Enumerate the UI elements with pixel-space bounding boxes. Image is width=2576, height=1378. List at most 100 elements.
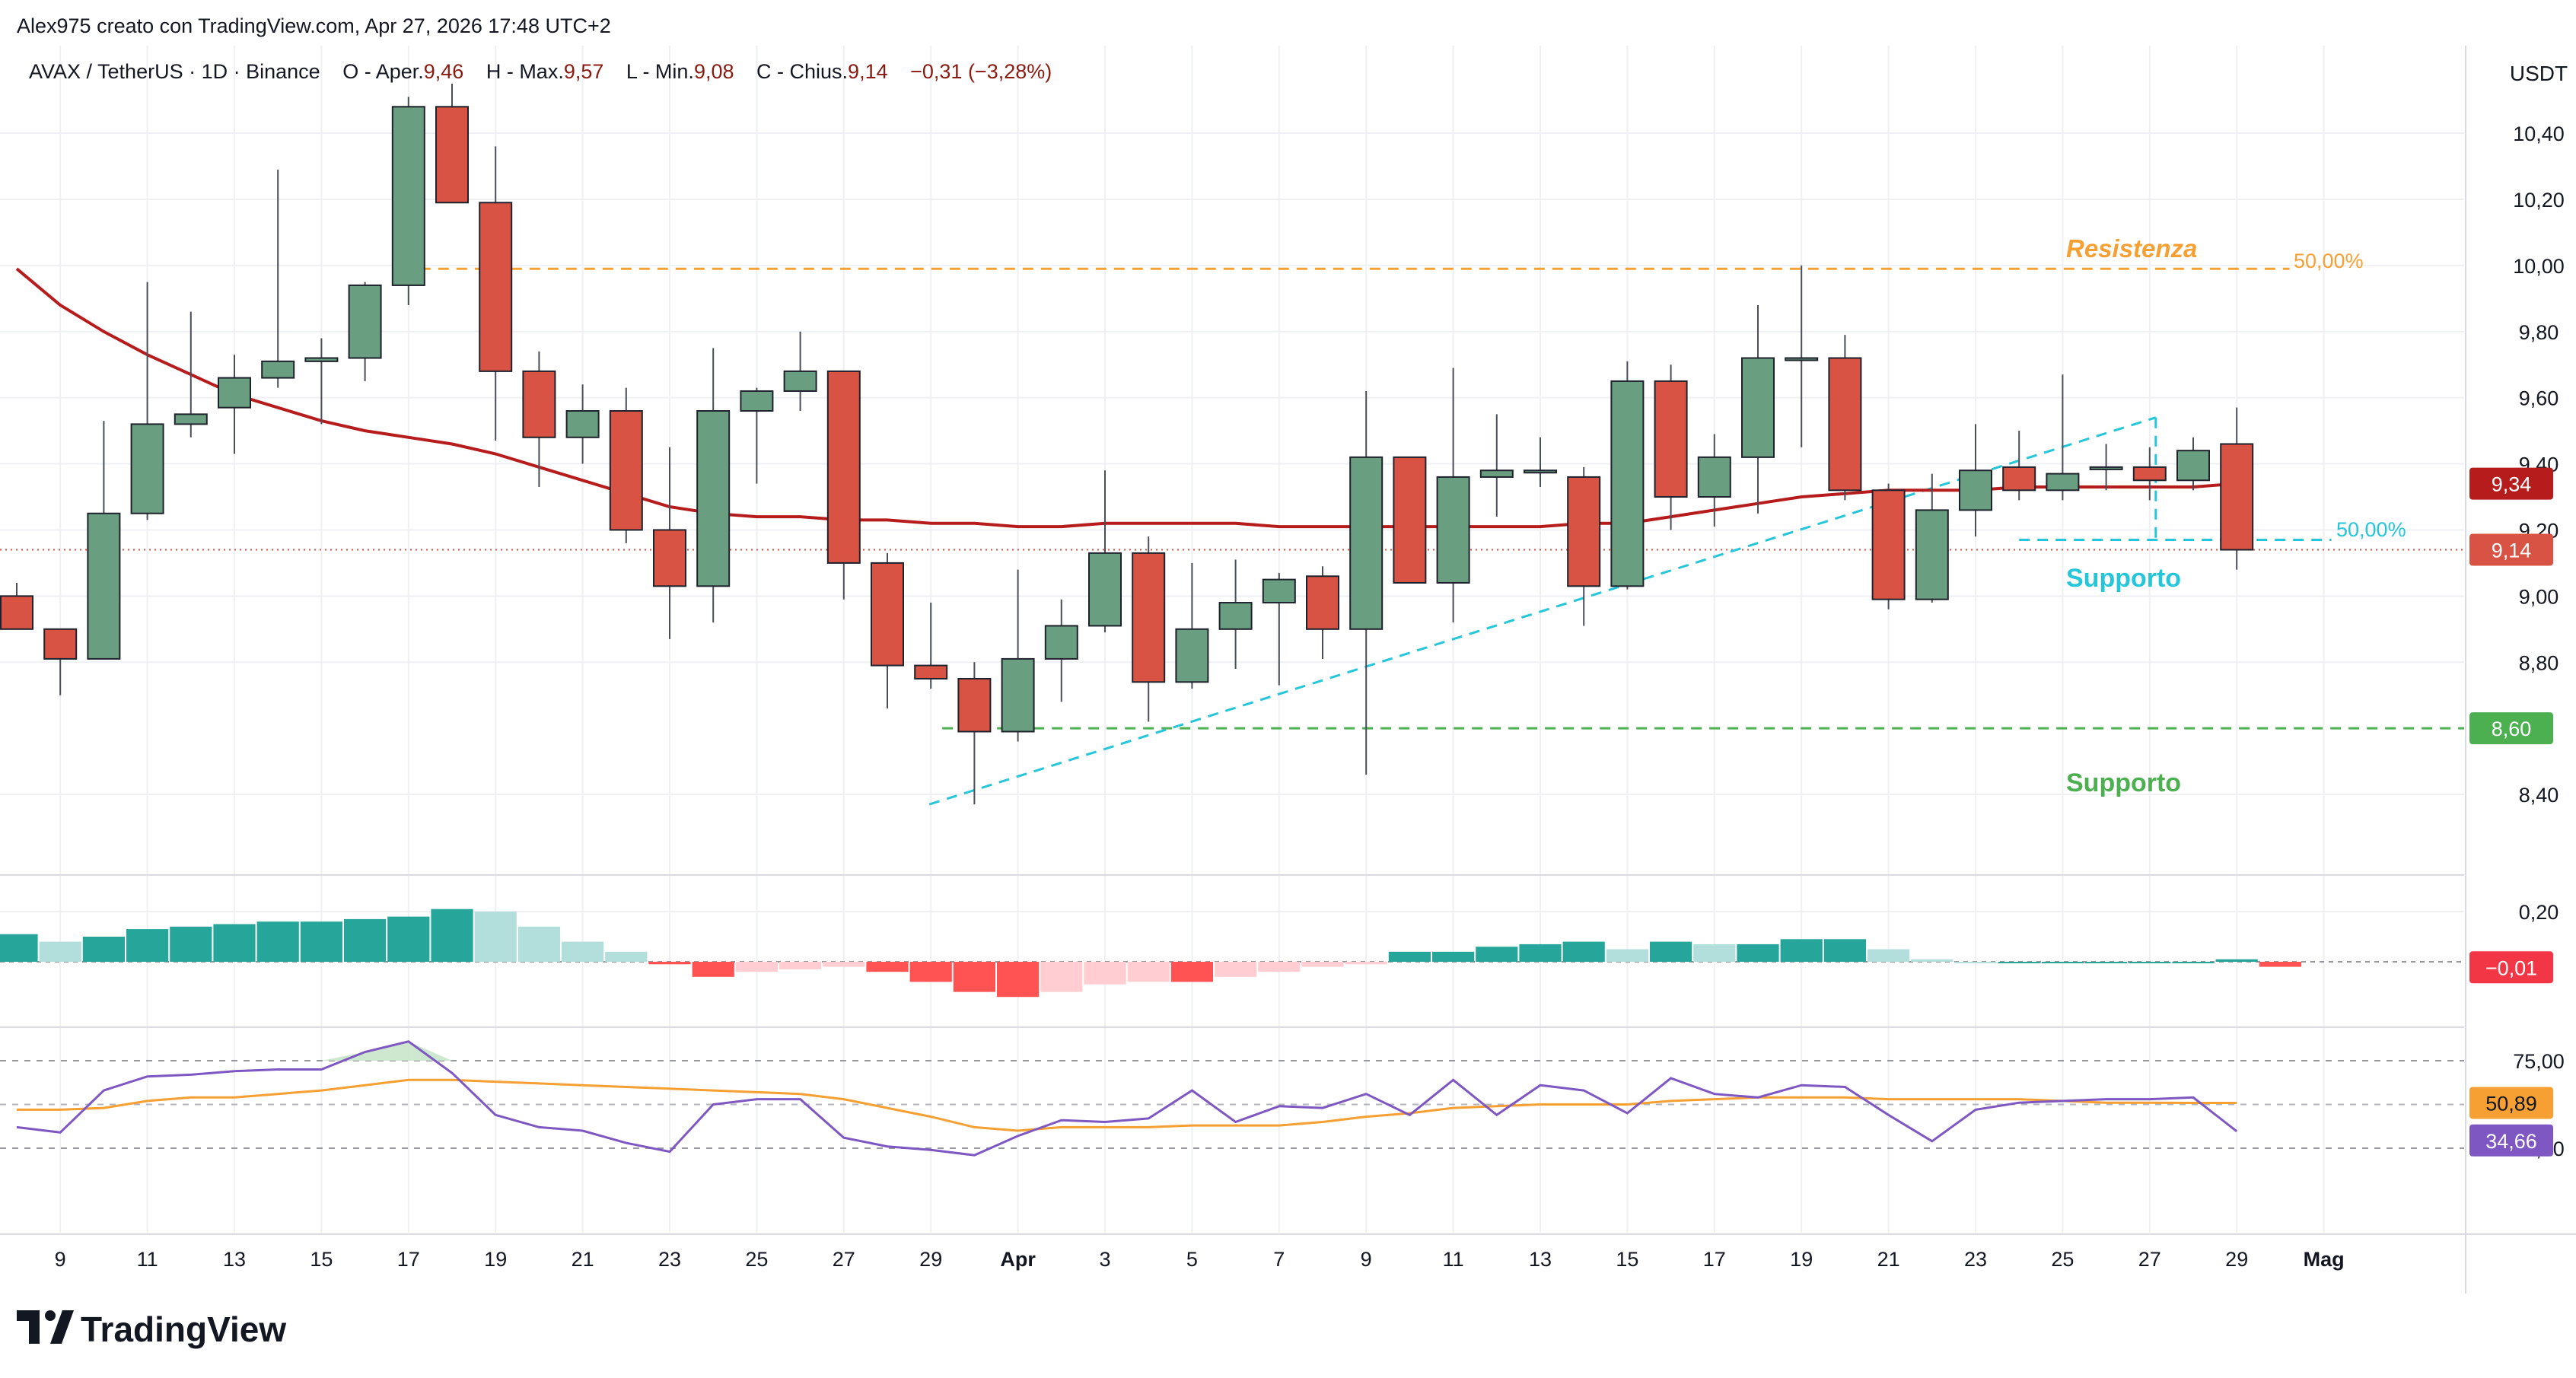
candle-body bbox=[1915, 509, 1949, 600]
currency-label[interactable]: USDT bbox=[2510, 62, 2568, 85]
time-tick-label: 15 bbox=[1616, 1248, 1638, 1271]
histogram-bar-negative bbox=[866, 962, 909, 972]
candle-body bbox=[2220, 443, 2254, 551]
moving-average-line bbox=[15, 267, 2237, 529]
open-value: 9,46 bbox=[424, 60, 464, 83]
histogram-bar-positive bbox=[1998, 962, 2040, 963]
high-label: H - Max. bbox=[486, 60, 564, 83]
time-tick-label: 25 bbox=[2051, 1248, 2074, 1271]
candle-up bbox=[1479, 414, 1514, 517]
time-tick-label: 11 bbox=[137, 1248, 158, 1271]
candle-down bbox=[2002, 431, 2036, 501]
resistance-label: Resistenza bbox=[2066, 234, 2197, 263]
time-tick-label: 19 bbox=[484, 1248, 507, 1271]
candle-up bbox=[261, 169, 295, 388]
histogram-bar-negative bbox=[779, 962, 822, 969]
histogram-bar-positive bbox=[1519, 944, 1562, 962]
candle-body bbox=[696, 410, 731, 587]
candle-body bbox=[2132, 466, 2167, 482]
candle-up bbox=[348, 282, 382, 381]
ma-value-tag: 9,34 bbox=[2492, 473, 2532, 496]
candle-body bbox=[826, 370, 861, 564]
symbol-name[interactable]: AVAX / TetherUS · 1D · Binance bbox=[29, 60, 320, 83]
histogram-bar-positive bbox=[256, 921, 299, 962]
ascending-trend-line bbox=[928, 416, 2157, 806]
candle-body bbox=[43, 628, 78, 660]
candle-body bbox=[1088, 552, 1122, 627]
candle-body bbox=[435, 106, 469, 204]
histogram-bar-positive bbox=[1737, 944, 1779, 962]
candle-up bbox=[1959, 424, 1992, 537]
histogram-bar-positive bbox=[300, 921, 342, 962]
histogram-bar-negative bbox=[692, 962, 734, 977]
histogram-bar-negative bbox=[909, 962, 952, 982]
candle-down bbox=[435, 83, 469, 204]
low-value: 9,08 bbox=[694, 60, 734, 83]
histogram-bar-positive bbox=[2215, 959, 2258, 962]
candles-layer bbox=[0, 83, 2254, 805]
histogram-bar-negative bbox=[1040, 962, 1083, 992]
rsi-ma-value-tag: 50,89 bbox=[2485, 1092, 2537, 1115]
histogram-bar-positive bbox=[170, 926, 212, 962]
high-value: 9,57 bbox=[564, 60, 604, 83]
author-line: Alex975 creato con TradingView.com, Apr … bbox=[17, 14, 611, 37]
histogram-bar-positive bbox=[474, 912, 517, 962]
rsi-layer bbox=[16, 1040, 2238, 1157]
histogram-layer bbox=[0, 909, 2301, 998]
legend-line: AVAX / TetherUS · 1D · Binance O - Aper.… bbox=[29, 60, 1052, 83]
histogram-bar-positive bbox=[1693, 944, 1736, 962]
candle-body bbox=[130, 423, 164, 514]
candle-down bbox=[653, 447, 686, 639]
histogram-bar-negative bbox=[648, 962, 691, 965]
last-price-tag-bg bbox=[2469, 533, 2553, 566]
time-tick-label: Apr bbox=[1000, 1248, 1036, 1271]
time-tick-label: Mag bbox=[2304, 1248, 2345, 1271]
histogram-bar-positive bbox=[1780, 939, 1823, 962]
candle-up bbox=[1436, 368, 1470, 623]
histogram-bar-negative bbox=[1127, 962, 1170, 982]
candle-down bbox=[0, 582, 33, 630]
candle-body bbox=[783, 370, 817, 392]
candle-up bbox=[1175, 562, 1209, 689]
candle-up bbox=[218, 355, 251, 454]
ma-value-tag-bg bbox=[2469, 467, 2553, 500]
histogram-bar-negative bbox=[997, 962, 1040, 998]
candle-body bbox=[1828, 357, 1862, 492]
price-tick-label: 9,60 bbox=[2519, 387, 2559, 410]
histogram-bar-positive bbox=[562, 941, 604, 962]
histogram-bar-negative bbox=[1345, 962, 1387, 965]
price-tick-label: 10,40 bbox=[2513, 123, 2565, 145]
support-price-tag-bg bbox=[2469, 712, 2553, 745]
histogram-bar-positive bbox=[1476, 947, 1518, 962]
candle-body bbox=[565, 410, 600, 438]
candle-up bbox=[783, 331, 817, 412]
candle-up bbox=[130, 282, 164, 520]
candle-down bbox=[914, 603, 948, 689]
candle-body bbox=[304, 357, 339, 362]
candle-body bbox=[914, 664, 948, 679]
time-tick-label: 23 bbox=[1964, 1248, 1987, 1271]
candle-up bbox=[2176, 437, 2210, 491]
tradingview-logo[interactable]: TradingView bbox=[17, 1310, 286, 1349]
histogram-bar-positive bbox=[1911, 959, 1953, 962]
time-tick-label: 13 bbox=[1529, 1248, 1552, 1271]
histogram-bar-positive bbox=[1432, 951, 1475, 962]
candle-body bbox=[871, 562, 904, 667]
candle-up bbox=[1785, 265, 1819, 447]
last-price-tag: 9,14 bbox=[2492, 539, 2532, 562]
moving-average-layer bbox=[15, 267, 2237, 529]
candle-body bbox=[479, 202, 513, 372]
histogram-bar-positive bbox=[2041, 962, 2084, 963]
candle-up bbox=[1088, 470, 1122, 633]
candle-body bbox=[2089, 466, 2123, 470]
candle-down bbox=[1393, 456, 1427, 584]
candle-down bbox=[826, 370, 861, 600]
histogram-bar-positive bbox=[1868, 949, 1910, 962]
price-axis: 10,4010,2010,009,809,609,409,209,008,808… bbox=[2469, 123, 2565, 1160]
histogram-bar-negative bbox=[2259, 962, 2301, 967]
candle-body bbox=[1306, 575, 1339, 630]
candle-down bbox=[871, 552, 904, 709]
histogram-bar-positive bbox=[126, 929, 169, 962]
time-tick-label: 7 bbox=[1273, 1248, 1285, 1271]
